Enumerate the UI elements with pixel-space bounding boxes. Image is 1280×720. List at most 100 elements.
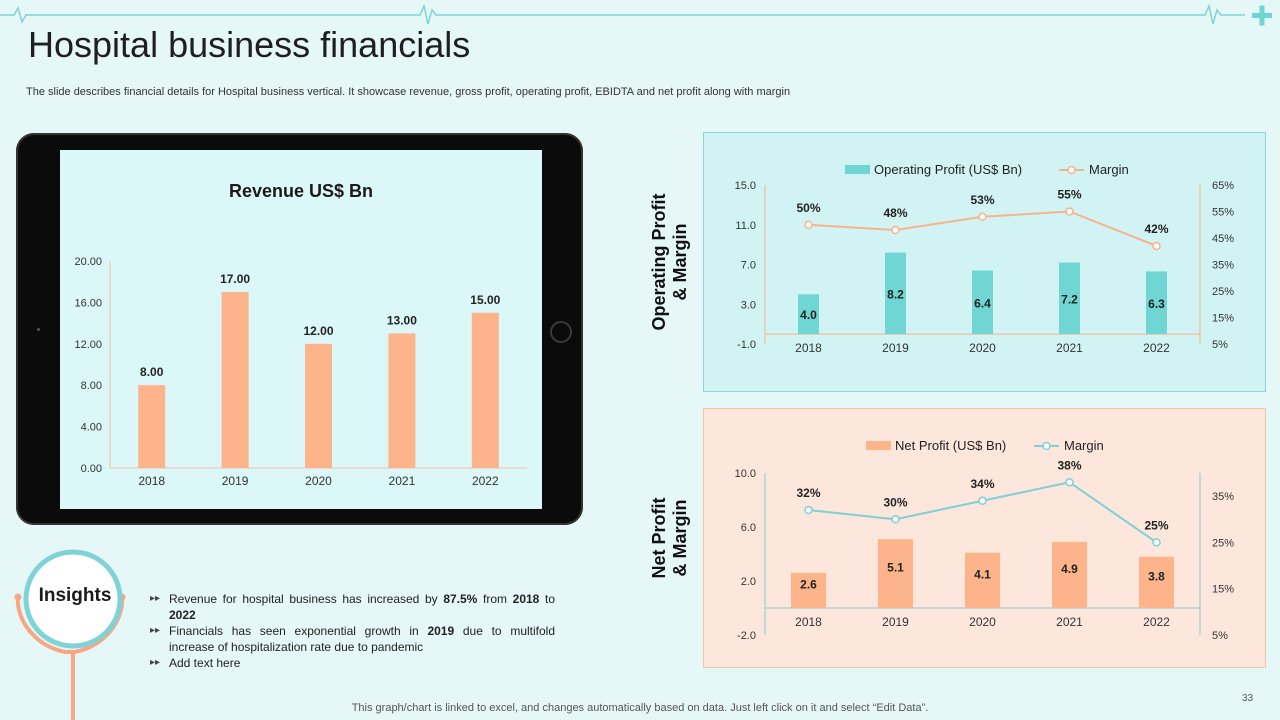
legend-bar-label: Operating Profit (US$ Bn)	[874, 162, 1022, 177]
margin-data-label: 48%	[883, 206, 907, 220]
y-tick-label: 4.00	[81, 422, 102, 434]
x-tick-label: 2018	[138, 474, 165, 488]
x-tick-label: 2022	[472, 474, 499, 488]
margin-data-label: 50%	[796, 201, 820, 215]
bar-data-label: 2.6	[800, 577, 817, 591]
insight-item: ▸▸ Financials has seen exponential growth…	[150, 623, 555, 655]
bullet-icon: ▸▸	[150, 625, 161, 636]
legend-line-marker	[1042, 441, 1051, 451]
profit-bar	[1059, 262, 1080, 335]
net-profit-chart[interactable]: Net Profit (US$ Bn) Margin -2.0 2.0 6.0 10.0 5…	[703, 408, 1266, 668]
margin-line	[808, 481, 1158, 544]
y-tick-label: 10.0	[735, 468, 756, 480]
operating-profit-axis-title: Operating Profit & Margin	[649, 187, 693, 337]
insight-highlight: 87.5%	[443, 592, 478, 606]
x-tick-label: 2020	[969, 615, 996, 629]
bullet-icon: ▸▸	[150, 593, 161, 604]
bar-data-label: 8.2	[887, 287, 904, 301]
insight-text: to	[539, 592, 556, 606]
y2-tick-label: 35%	[1212, 491, 1234, 503]
insight-text: Revenue for hospital business has increa…	[169, 592, 444, 606]
margin-data-label: 25%	[1144, 518, 1168, 532]
margin-data-label: 42%	[1144, 222, 1168, 236]
y-tick-label: 12.00	[74, 339, 102, 351]
x-tick-label: 2018	[795, 341, 822, 355]
y-tick-label: 0.00	[81, 463, 102, 475]
profit-bar	[798, 294, 819, 335]
legend-line-label: Margin	[1064, 438, 1104, 453]
x-tick-label: 2021	[389, 474, 416, 488]
net-profit-axis-title: Net Profit & Margin	[649, 463, 693, 613]
x-tick-label: 2020	[305, 474, 332, 488]
profit-bar	[1052, 541, 1087, 608]
y-tick-label: 8.00	[81, 380, 102, 392]
net-profit-title-line2: & Margin	[670, 499, 690, 577]
legend-bar-swatch	[866, 441, 891, 450]
operating-profit-chart[interactable]: Operating Profit (US$ Bn) Margin -1.0 3.0 7.…	[703, 132, 1266, 392]
margin-point	[978, 212, 987, 222]
margin-point	[804, 505, 813, 515]
margin-data-label: 30%	[883, 495, 907, 509]
y-tick-label: 16.00	[74, 297, 102, 309]
profit-bar	[1139, 556, 1174, 608]
margin-point	[978, 496, 987, 506]
margin-point	[1152, 538, 1161, 547]
heartbeat-decoration	[0, 3, 1272, 26]
bar-data-label: 6.4	[974, 296, 991, 310]
legend-bar-swatch	[845, 165, 870, 174]
bar-data-label: 7.2	[1061, 292, 1078, 306]
y-tick-label: 11.0	[735, 220, 756, 232]
revenue-chart[interactable]: Revenue US$ Bn 0.00 4.00 8.00 12.00 16.00 20.0…	[60, 150, 542, 509]
y-tick-label: 15.0	[735, 180, 756, 192]
y-tick-label: 3.0	[741, 299, 756, 311]
insight-highlight: 2018	[512, 592, 540, 606]
y2-tick-label: 55%	[1212, 207, 1234, 219]
insight-highlight: 2022	[169, 608, 196, 622]
margin-point	[1152, 241, 1161, 251]
revenue-bar	[138, 385, 166, 468]
net-profit-title-line1: Net Profit	[649, 497, 669, 579]
margin-data-label: 55%	[1057, 188, 1081, 202]
y-tick-label: 2.0	[741, 576, 756, 588]
page-title: Hospital business financials	[28, 24, 471, 65]
margin-point	[804, 220, 813, 229]
x-tick-label: 2022	[1143, 615, 1170, 629]
profit-bar	[878, 539, 913, 608]
margin-point	[891, 225, 900, 235]
x-tick-label: 2022	[1143, 341, 1170, 355]
y2-tick-label: 5%	[1212, 630, 1228, 642]
page-number: 33	[1242, 693, 1254, 704]
margin-data-label: 34%	[970, 477, 994, 491]
legend-bar-label: Net Profit (US$ Bn)	[895, 438, 1006, 453]
revenue-bar	[305, 343, 332, 468]
revenue-bar	[471, 312, 499, 468]
chart-title: Revenue US$ Bn	[229, 181, 373, 201]
margin-point	[891, 515, 900, 524]
tablet-camera	[37, 328, 40, 331]
revenue-bar	[221, 292, 249, 468]
bar-data-label: 8.00	[140, 365, 164, 379]
y2-tick-label: 15%	[1212, 313, 1234, 325]
bar-data-label: 12.00	[303, 324, 333, 338]
y2-tick-label: 15%	[1212, 584, 1234, 596]
y2-tick-label: 5%	[1212, 339, 1228, 351]
legend-line-label: Margin	[1089, 162, 1129, 177]
operating-profit-title-line2: & Margin	[670, 223, 690, 301]
revenue-bar	[388, 333, 416, 468]
insights-list: ▸▸ Revenue for hospital business has incr…	[150, 591, 555, 671]
insight-text: due to multifold increase of hospitaliza…	[169, 624, 556, 654]
insight-highlight: 2019	[427, 624, 455, 638]
y-tick-label: -1.0	[737, 339, 756, 351]
bar-data-label: 4.1	[974, 567, 991, 581]
bar-data-label: 15.00	[470, 293, 500, 307]
profit-bar	[885, 252, 906, 335]
margin-data-label: 32%	[796, 486, 820, 500]
x-tick-label: 2021	[1056, 341, 1083, 355]
insights-label: Insights	[38, 585, 112, 606]
margin-data-label: 53%	[970, 193, 994, 207]
bar-data-label: 3.8	[1148, 569, 1165, 583]
operating-profit-title-line1: Operating Profit	[649, 193, 669, 331]
y-tick-label: 7.0	[741, 260, 756, 272]
y-tick-label: 6.0	[741, 522, 756, 534]
margin-data-label: 38%	[1057, 458, 1081, 472]
